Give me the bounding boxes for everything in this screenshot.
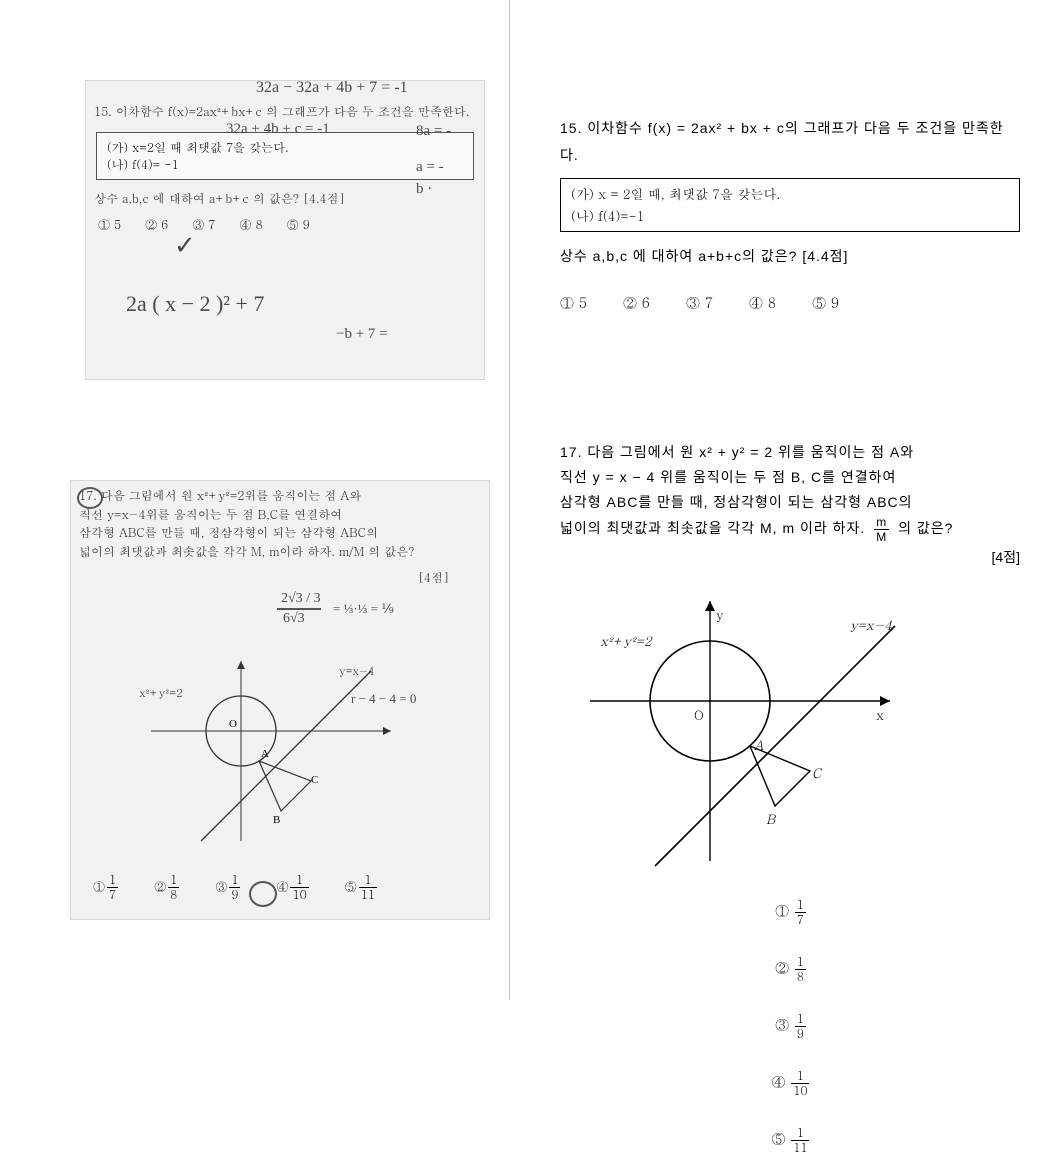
lbl-O: O <box>694 705 704 724</box>
q15r-cond-a: (가) x = 2일 때, 최댓값 7을 갖는다. <box>571 183 1009 205</box>
q17-pts: [4점] <box>71 565 489 592</box>
q17l-c2: ②18 <box>152 874 179 901</box>
lbl-A: A <box>754 735 764 754</box>
check-mark: ✓ <box>174 231 196 261</box>
q17r-choices: ① 17 ② 18 ③ 19 ④ 110 ⑤ 111 <box>560 899 1020 1154</box>
lbl-line: y=x−4 <box>850 615 892 634</box>
q17l-c5: ⑤111 <box>343 874 377 901</box>
q17r-c1: ① 17 <box>774 899 806 926</box>
q15-choice-5: ⑤ 9 <box>287 216 310 233</box>
clean-q17: 17. 다음 그림에서 원 x² + y² = 2 위를 움직이는 점 A와 직… <box>560 440 1020 1154</box>
lbl-B: B <box>766 809 775 828</box>
svg-text:A: A <box>261 748 269 760</box>
lbl-y: y <box>716 605 724 624</box>
svg-text:O: O <box>229 718 237 730</box>
mini-line-lbl: y=x−4 <box>331 659 383 684</box>
hand-side2: a = - <box>416 159 444 176</box>
q15r-cond-box: (가) x = 2일 때, 최댓값 7을 갖는다. (나) f(4)=-1 <box>560 178 1020 232</box>
hand-frac-bot: 6√3 <box>283 611 305 627</box>
hand-frac-top: 2√3 / 3 <box>281 591 321 607</box>
lbl-C: C <box>812 763 821 782</box>
q15-choice-4: ④ 8 <box>239 216 262 233</box>
q15r-c3: ③ 7 <box>686 292 713 312</box>
q17r-c4: ④ 110 <box>771 1070 810 1097</box>
q15r-c4: ④ 8 <box>749 292 776 312</box>
left-column: 32a − 32a + 4b + 7 = -1 15. 이차함수 f(x)=2a… <box>0 0 509 1000</box>
q15r-c1: ① 5 <box>560 292 587 312</box>
svg-text:B: B <box>273 814 280 826</box>
pen-circle-num <box>77 487 103 509</box>
q15-cond-a: (가) x=2일 때 최댓값 7을 갖는다. <box>107 139 463 156</box>
q17l-c1: ①17 <box>91 874 118 901</box>
q17l-c4: ④110 <box>274 874 308 901</box>
q17-mini-diagram: O A C B x²+y²=2 y=x−4 <box>141 651 401 851</box>
q15r-ask: 상수 a,b,c 에 대하여 a+b+c의 값은? [4.4점] <box>560 246 1020 266</box>
hand-side3: b · <box>416 181 432 198</box>
q15-choice-2: ② 6 <box>145 216 168 233</box>
q17-stem: 17. 다음 그림에서 원 x²+y²=2위를 움직이는 점 A와 직선 y=x… <box>71 481 489 565</box>
hand-bottom: −b + 7 = <box>336 326 388 343</box>
frac-line <box>277 608 321 610</box>
q15-cond-b: (나) f(4)= -1 <box>107 156 463 173</box>
hand-mid-eq: 32a + 4b + c = -1 <box>226 121 330 138</box>
q15-number: 15. <box>94 103 112 120</box>
hand-side1: 8a = - <box>416 123 451 140</box>
q17r-stem: 17. 다음 그림에서 원 x² + y² = 2 위를 움직이는 점 A와 직… <box>560 440 1020 543</box>
q17r-c3: ③ 19 <box>774 1013 806 1040</box>
q15r-cond-b: (나) f(4)=-1 <box>571 205 1009 227</box>
lbl-x: x <box>876 705 884 724</box>
right-column: 15. 이차함수 f(x) = 2ax² + bx + c의 그래프가 다음 두… <box>510 0 1059 1000</box>
hand-eq: = ⅓·⅓ = ⅑ <box>333 601 394 617</box>
q15r-stem: 15. 이차함수 f(x) = 2ax² + bx + c의 그래프가 다음 두… <box>560 115 1020 168</box>
mini-circle-lbl: x²+y²=2 <box>131 681 191 706</box>
q17l-c3: ③19 <box>213 874 240 901</box>
q15-choice-1: ① 5 <box>98 216 121 233</box>
q15r-choices: ① 5 ② 6 ③ 7 ④ 8 ⑤ 9 <box>560 292 1020 312</box>
q15r-c2: ② 6 <box>623 292 650 312</box>
q15-choices: ① 5 ② 6 ③ 7 ④ 8 ⑤ 9 <box>86 212 484 237</box>
q17r-c5: ⑤ 111 <box>771 1127 810 1154</box>
q17r-diagram: x²+y²=2 y=x−4 y x O A C B <box>560 581 920 881</box>
pen-circle-choice3 <box>249 881 277 907</box>
q15r-c5: ⑤ 9 <box>812 292 839 312</box>
hand-work: 2a ( x − 2 )² + 7 <box>126 291 264 317</box>
svg-text:C: C <box>311 774 318 786</box>
q17r-c2: ② 18 <box>774 956 806 983</box>
scan-q17: 17. 다음 그림에서 원 x²+y²=2위를 움직이는 점 A와 직선 y=x… <box>70 480 490 920</box>
clean-q15: 15. 이차함수 f(x) = 2ax² + bx + c의 그래프가 다음 두… <box>560 115 1020 312</box>
scan-q15: 32a − 32a + 4b + 7 = -1 15. 이차함수 f(x)=2a… <box>85 80 485 380</box>
q17r-pts: [4점] <box>560 547 1020 567</box>
q17-choices-left: ①17 ②18 ③19 ④110 ⑤111 <box>91 874 377 901</box>
hand-top-eq: 32a − 32a + 4b + 7 = -1 <box>256 80 408 97</box>
lbl-circle: x²+y²=2 <box>600 631 652 650</box>
